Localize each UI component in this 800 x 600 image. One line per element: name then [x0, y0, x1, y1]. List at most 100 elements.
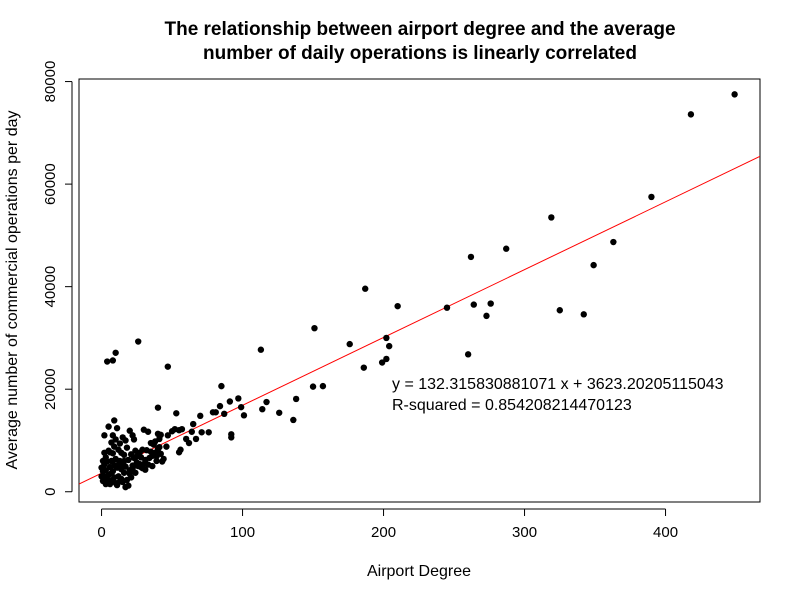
- y-tick-label: 80000: [42, 61, 59, 103]
- data-point: [235, 395, 242, 402]
- data-point: [192, 435, 200, 443]
- data-point: [127, 474, 135, 481]
- data-point: [108, 439, 115, 446]
- x-tick-label: 300: [512, 524, 537, 541]
- data-point: [209, 409, 217, 416]
- data-point: [140, 426, 148, 433]
- data-point: [292, 395, 300, 403]
- data-point: [309, 383, 317, 390]
- data-point: [205, 429, 212, 436]
- y-tick-label: 20000: [42, 368, 59, 410]
- data-point: [111, 417, 118, 424]
- data-point: [257, 346, 265, 353]
- fit-line-layer: [79, 155, 760, 485]
- data-point: [290, 416, 297, 424]
- data-point: [123, 444, 131, 451]
- y-tick-label: 60000: [42, 163, 59, 205]
- data-point: [119, 434, 126, 441]
- data-point: [383, 355, 390, 363]
- data-point: [119, 478, 126, 486]
- y-tick-label: 40000: [42, 266, 59, 308]
- data-point: [483, 312, 490, 320]
- data-point: [109, 357, 117, 364]
- data-point: [164, 432, 172, 439]
- data-point: [259, 405, 266, 413]
- data-point: [360, 364, 368, 371]
- data-point: [687, 111, 695, 118]
- data-point: [120, 457, 128, 465]
- x-axis-label: Airport Degree: [367, 563, 471, 580]
- data-point: [198, 429, 205, 436]
- x-tick-label: 100: [230, 524, 255, 541]
- data-point: [118, 465, 125, 473]
- data-point: [487, 300, 494, 307]
- data-point: [216, 402, 224, 410]
- data-point: [467, 253, 475, 261]
- data-point: [126, 427, 133, 434]
- x-axis: 0 100 200 300 400: [97, 508, 678, 541]
- data-point: [221, 410, 228, 418]
- points-layer: [98, 91, 738, 491]
- data-point: [173, 410, 180, 417]
- data-point: [142, 466, 149, 473]
- data-point: [132, 469, 139, 476]
- data-point: [188, 428, 195, 435]
- data-point: [731, 91, 738, 98]
- data-point: [362, 285, 369, 292]
- chart-title-line-1: The relationship between airport degree …: [164, 19, 675, 40]
- data-point: [157, 450, 164, 458]
- data-point: [276, 409, 283, 416]
- data-point: [237, 403, 245, 411]
- x-tick-label: 0: [97, 524, 105, 541]
- data-point: [149, 462, 156, 470]
- data-point: [153, 457, 160, 465]
- data-point: [154, 404, 162, 411]
- data-point: [311, 324, 318, 332]
- data-point: [101, 449, 108, 456]
- annotations: y = 132.315830881071 x + 3623.2020511504…: [392, 376, 724, 414]
- data-point: [116, 440, 124, 447]
- data-point: [106, 480, 114, 488]
- data-point: [130, 454, 138, 462]
- data-point: [378, 359, 386, 366]
- x-tick-label: 200: [371, 524, 396, 541]
- data-point: [319, 382, 327, 390]
- data-point: [226, 398, 234, 405]
- chart-title-line-2: number of daily operations is linearly c…: [203, 43, 637, 64]
- data-point: [218, 382, 225, 390]
- data-point: [163, 443, 170, 450]
- data-point: [112, 349, 119, 356]
- data-point: [98, 464, 105, 471]
- data-point: [154, 430, 162, 438]
- x-tick-label: 400: [653, 524, 678, 541]
- data-point: [383, 334, 390, 342]
- data-point: [175, 449, 183, 456]
- data-point: [136, 449, 143, 456]
- data-point: [151, 438, 159, 445]
- data-point: [590, 261, 597, 269]
- data-point: [108, 470, 115, 477]
- annotation-text: R-squared = 0.854208214470123: [392, 397, 632, 414]
- data-point: [164, 363, 172, 370]
- data-point: [168, 428, 176, 435]
- data-point: [109, 432, 117, 439]
- y-tick-label: 0: [42, 488, 59, 496]
- data-point: [125, 482, 132, 489]
- plot-frame: [78, 78, 761, 503]
- data-point: [263, 398, 270, 406]
- y-axis-label: Average number of commercial operations …: [4, 111, 21, 470]
- data-point: [648, 193, 655, 201]
- data-point: [105, 423, 112, 430]
- data-point: [464, 351, 472, 358]
- data-point: [610, 238, 617, 246]
- data-point: [182, 435, 190, 443]
- data-point: [99, 457, 107, 465]
- data-point: [147, 448, 155, 455]
- data-point: [580, 311, 587, 318]
- data-point: [346, 340, 353, 348]
- data-point: [228, 434, 235, 441]
- data-point: [394, 302, 401, 310]
- data-point: [101, 432, 108, 439]
- data-point: [98, 473, 105, 480]
